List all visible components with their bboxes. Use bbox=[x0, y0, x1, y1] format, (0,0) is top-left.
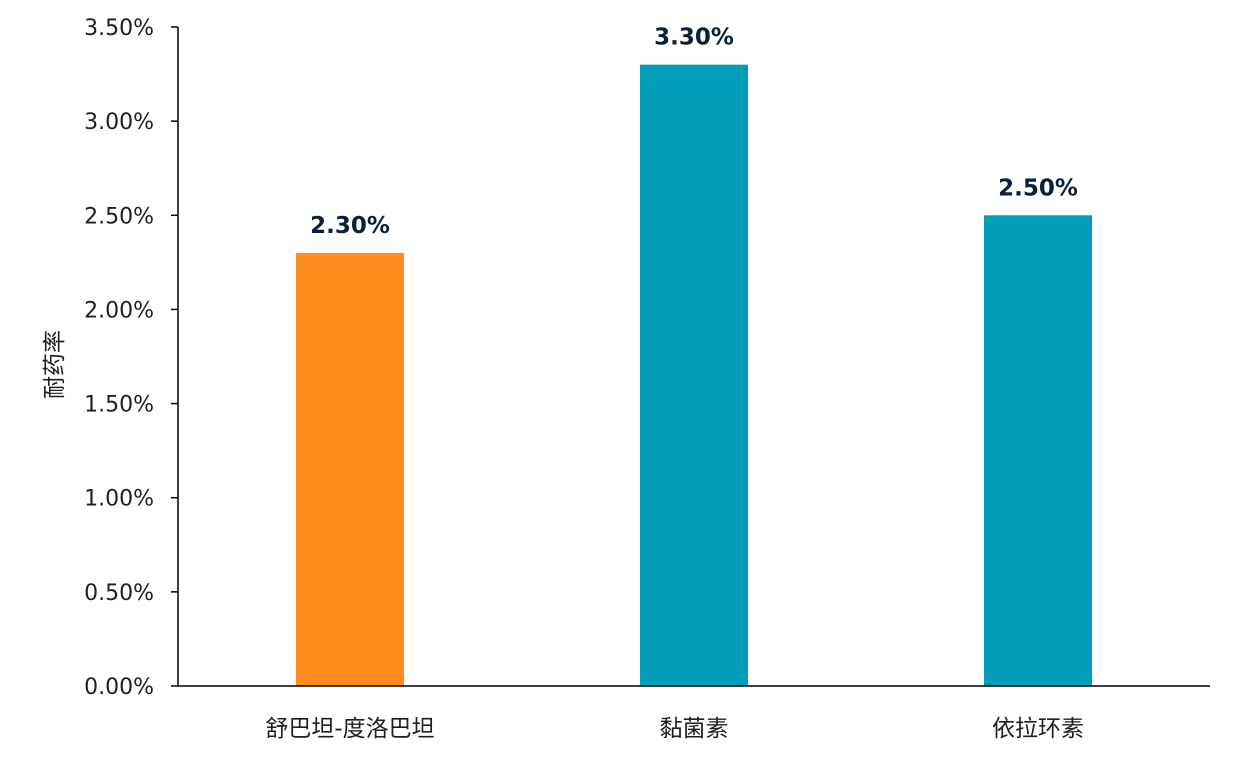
bar bbox=[640, 64, 748, 686]
x-category-label: 黏菌素 bbox=[660, 716, 729, 742]
bars-group bbox=[296, 64, 1092, 687]
bar bbox=[296, 252, 404, 686]
y-axis-ticks: 0.00% 0.50% 1.00% 1.50% 2.00% 2.50% 3.00% 3.50% bbox=[84, 16, 178, 700]
y-tick-label: 2.50% bbox=[84, 204, 154, 229]
x-axis-labels: 舒巴坦-度洛巴坦 黏菌素 依拉环素 bbox=[265, 716, 1084, 742]
bar-value-label: 2.50% bbox=[998, 175, 1078, 201]
bar-value-label: 3.30% bbox=[654, 25, 734, 51]
data-labels-group: 2.30% 3.30% 2.50% bbox=[310, 25, 1078, 239]
x-category-label: 舒巴坦-度洛巴坦 bbox=[265, 716, 434, 742]
y-axis-title: 耐药率 bbox=[42, 330, 68, 399]
x-category-label: 依拉环素 bbox=[992, 716, 1084, 742]
y-tick-label: 0.50% bbox=[84, 581, 154, 606]
y-tick-label: 3.50% bbox=[84, 16, 154, 41]
y-tick-label: 3.00% bbox=[84, 110, 154, 135]
bar-value-label: 2.30% bbox=[310, 213, 390, 239]
y-tick-label: 0.00% bbox=[84, 675, 154, 700]
y-tick-label: 2.00% bbox=[84, 298, 154, 323]
y-tick-label: 1.50% bbox=[84, 393, 154, 418]
bar bbox=[984, 215, 1092, 687]
y-tick-label: 1.00% bbox=[84, 487, 154, 512]
